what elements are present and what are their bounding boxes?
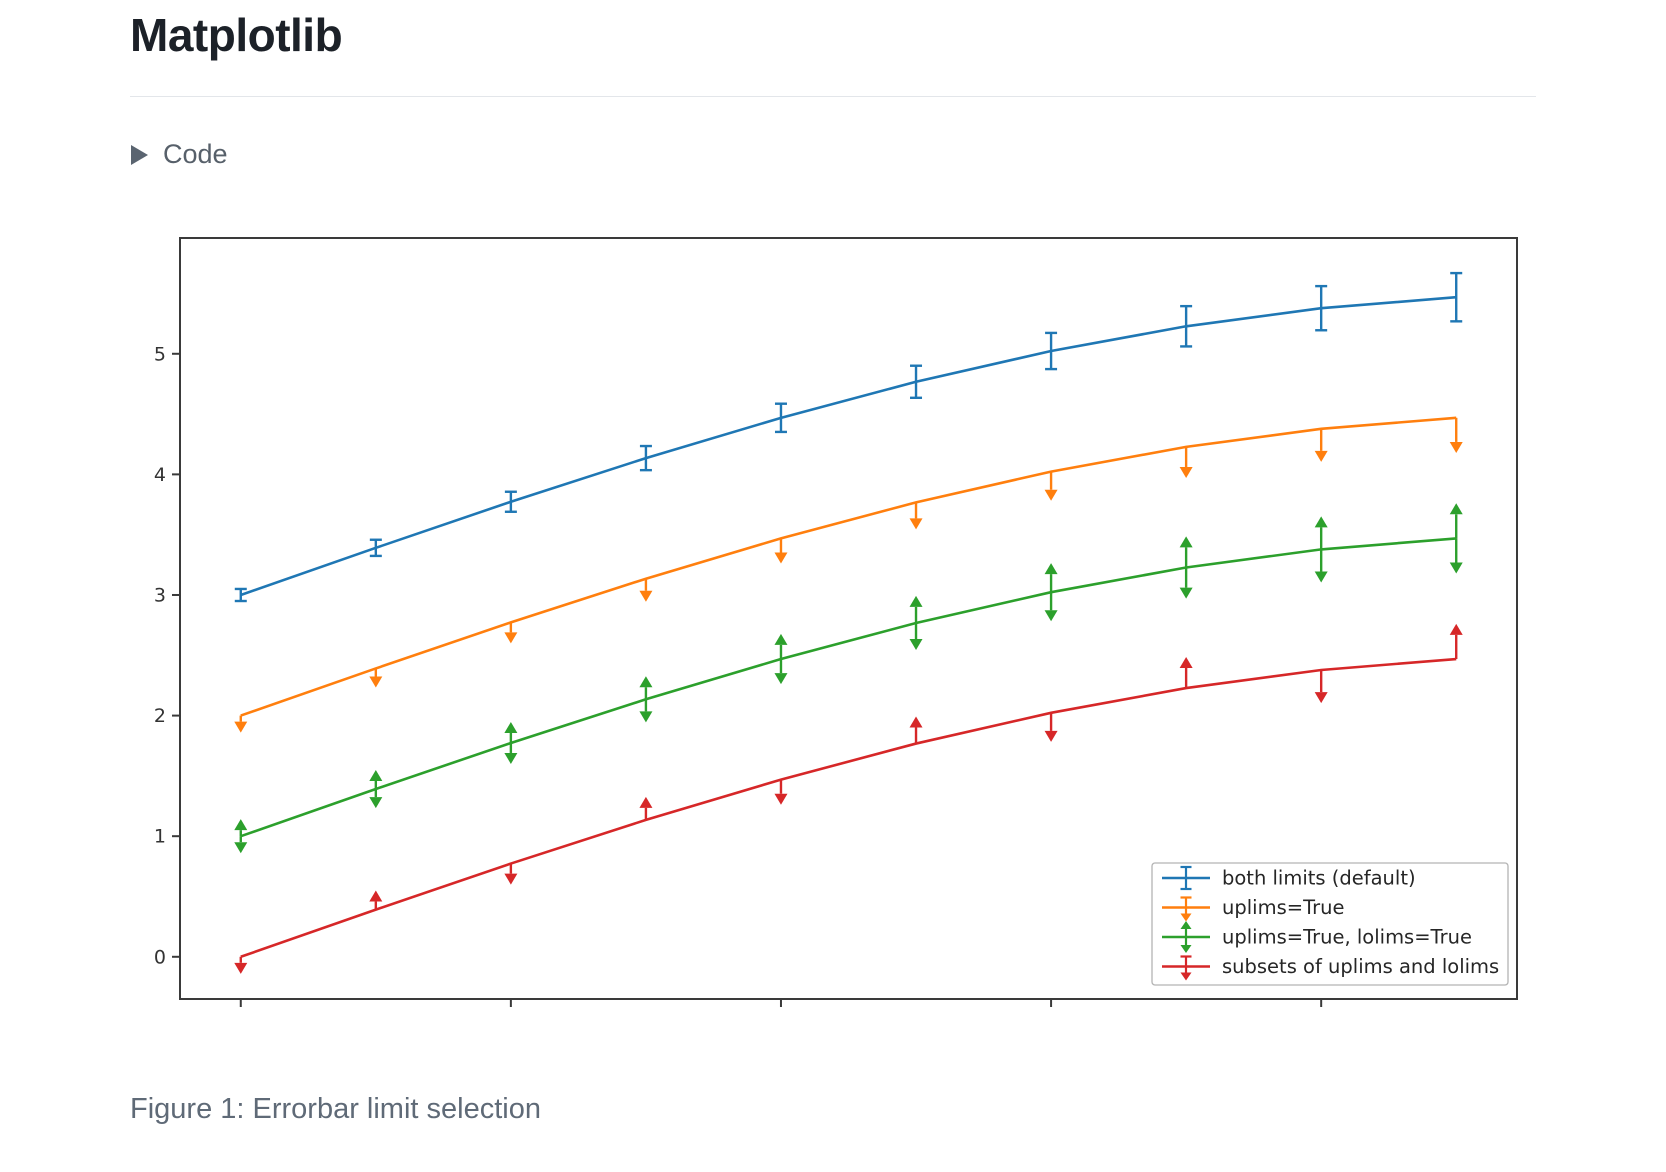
y-tick-label: 1 <box>154 826 166 848</box>
page-title: Matplotlib <box>130 9 343 61</box>
legend-item-4: subsets of uplims and lolims <box>1162 955 1499 981</box>
legend-label: subsets of uplims and lolims <box>1222 955 1499 978</box>
legend-item-2: uplims=True <box>1162 896 1344 922</box>
figure-caption: Figure 1: Errorbar limit selection <box>130 1093 541 1125</box>
y-tick-label: 0 <box>154 946 166 968</box>
y-tick-label: 3 <box>154 584 166 606</box>
legend-label: uplims=True, lolims=True <box>1222 926 1472 949</box>
series-3 <box>234 503 1463 854</box>
code-toggle[interactable]: Code <box>131 139 228 170</box>
legend-label: both limits (default) <box>1222 867 1416 890</box>
legend: both limits (default) uplims=True uplims=T… <box>1151 862 1509 986</box>
series-2 <box>234 416 1463 733</box>
y-tick-label: 4 <box>154 464 166 486</box>
code-toggle-label: Code <box>163 139 228 169</box>
y-tick-label: 5 <box>154 343 166 365</box>
axes-frame <box>179 237 1518 1000</box>
series-1 <box>234 271 1463 603</box>
triangle-right-icon <box>131 144 148 165</box>
series-4 <box>234 623 1463 974</box>
figure: 02468012345both limits (default)uplims=T… <box>140 225 1540 1038</box>
errorbar-chart: 02468012345both limits (default)uplims=T… <box>154 237 1518 1038</box>
y-tick-label: 2 <box>154 705 166 727</box>
legend-item-1: both limits (default) <box>1162 865 1416 891</box>
divider <box>130 96 1536 97</box>
legend-item-3: uplims=True, lolims=True <box>1162 921 1472 953</box>
legend-label: uplims=True <box>1222 896 1344 919</box>
